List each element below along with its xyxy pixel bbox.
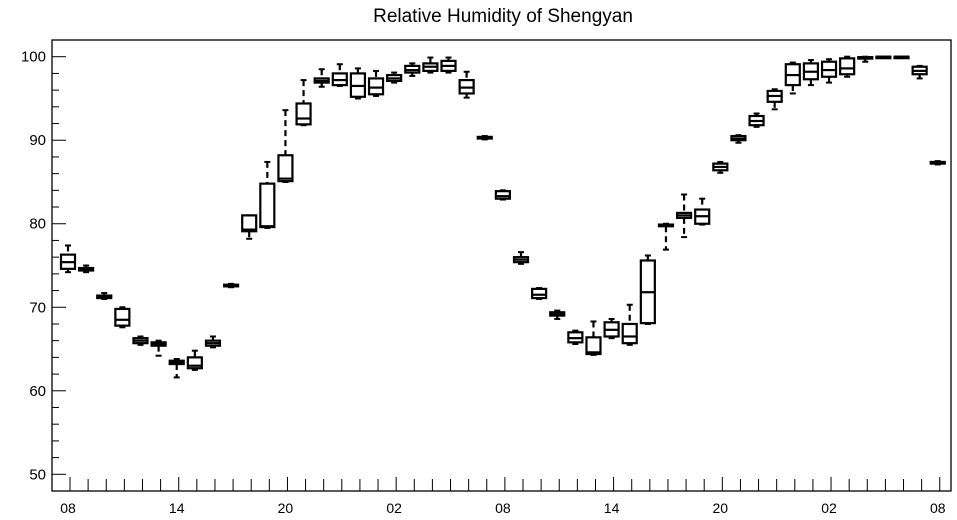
box-body <box>839 57 856 76</box>
box-45 <box>875 55 892 60</box>
box-48 <box>929 160 946 166</box>
x-tick-label: 02 <box>386 500 402 516</box>
box-body <box>114 307 131 327</box>
box-23 <box>476 135 493 141</box>
box-body <box>585 336 602 356</box>
box-12 <box>277 109 294 183</box>
box-body <box>531 287 548 300</box>
box-28 <box>567 329 584 346</box>
box-29 <box>585 320 602 356</box>
box-15 <box>331 63 348 87</box>
x-tick-label: 20 <box>713 500 729 516</box>
box-10 <box>241 214 258 240</box>
box-19 <box>404 62 421 77</box>
chart-title: Relative Humidity of Shengyan <box>373 6 633 27</box>
box-35 <box>694 197 711 226</box>
x-tick-label: 08 <box>930 500 946 516</box>
y-tick-label: 80 <box>29 216 46 233</box>
box-34 <box>675 193 693 239</box>
box-46 <box>893 55 910 60</box>
box-body <box>295 102 312 126</box>
box-1 <box>78 264 95 274</box>
box-40 <box>784 61 801 95</box>
box-44 <box>857 55 874 63</box>
box-22 <box>458 70 475 99</box>
box-2 <box>96 292 113 300</box>
box-26 <box>531 287 548 300</box>
box-5 <box>150 339 167 357</box>
box-0 <box>59 244 77 274</box>
box-body <box>259 182 276 229</box>
box-body <box>241 214 258 233</box>
x-tick-label: 08 <box>60 500 76 516</box>
box-14 <box>313 68 330 88</box>
y-tick-label: 50 <box>29 466 46 483</box>
box-18 <box>386 71 403 84</box>
box-body <box>186 356 203 370</box>
y-tick-label: 100 <box>21 49 46 66</box>
box-body <box>367 77 385 96</box>
plot-frame <box>51 39 952 492</box>
x-tick-label: 08 <box>495 500 511 516</box>
box-31 <box>621 303 638 346</box>
box-32 <box>639 254 656 325</box>
box-7 <box>186 349 203 371</box>
box-24 <box>494 189 511 201</box>
box-21 <box>440 56 457 74</box>
box-30 <box>603 317 620 340</box>
y-tick-label: 90 <box>29 132 46 149</box>
box-47 <box>911 64 928 80</box>
boxes <box>59 55 946 379</box>
x-tick-label: 20 <box>278 500 294 516</box>
box-body <box>277 154 294 183</box>
box-37 <box>730 134 747 144</box>
box-27 <box>549 309 566 320</box>
x-tick-label: 14 <box>169 500 185 516</box>
box-42 <box>820 58 838 84</box>
box-43 <box>839 55 856 78</box>
box-8 <box>204 335 222 349</box>
box-6 <box>168 358 185 379</box>
x-tick-label: 02 <box>821 500 837 516</box>
box-36 <box>712 160 729 174</box>
box-39 <box>766 88 783 111</box>
box-4 <box>132 335 149 346</box>
box-25 <box>512 251 530 265</box>
box-38 <box>748 112 765 128</box>
box-9 <box>222 282 240 289</box>
box-13 <box>295 79 312 127</box>
y-tick-label: 70 <box>29 299 46 316</box>
y-tick-label: 60 <box>29 383 46 400</box>
box-41 <box>802 59 820 87</box>
box-body <box>494 190 511 200</box>
box-33 <box>657 222 675 251</box>
box-16 <box>349 67 367 100</box>
box-3 <box>114 306 131 329</box>
box-11 <box>259 160 276 229</box>
box-20 <box>422 56 439 74</box>
box-body <box>621 322 638 345</box>
box-17 <box>367 69 385 97</box>
x-tick-label: 14 <box>604 500 620 516</box>
axes: 50 60 70 80 90 100 08 14 20 02 08 14 20 02 08 <box>21 39 952 516</box>
